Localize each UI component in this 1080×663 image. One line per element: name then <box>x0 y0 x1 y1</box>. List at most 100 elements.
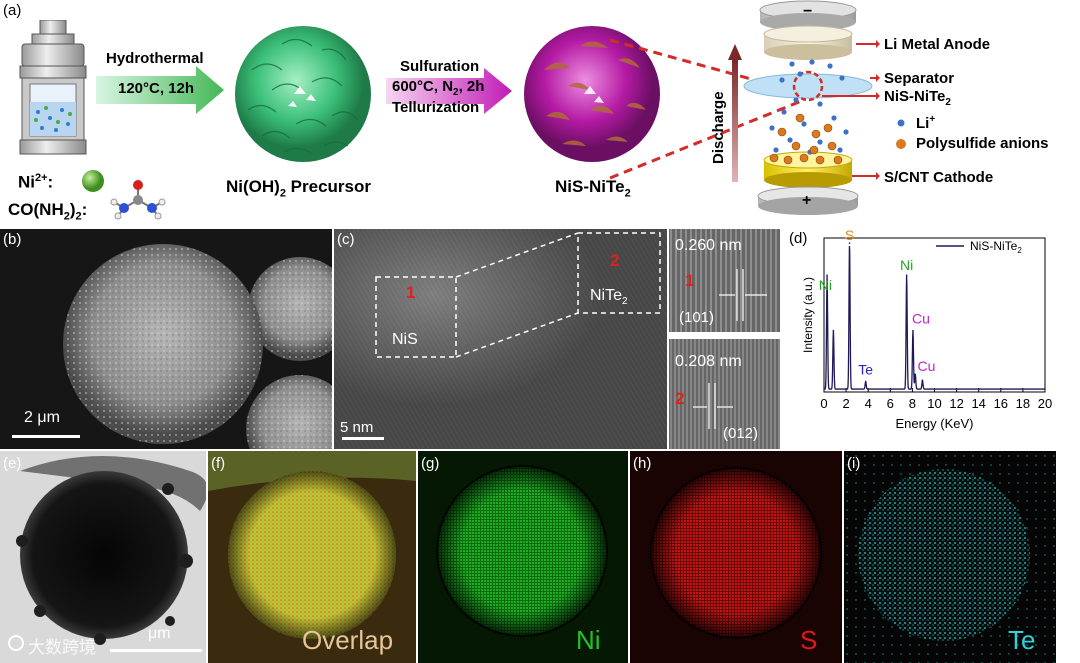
eds-peak-point <box>921 379 924 382</box>
panel-c-scale-bar <box>342 437 384 440</box>
polysulfide-dot <box>896 139 906 149</box>
panel-d-label: (d) <box>789 230 808 247</box>
inset1-plane: (101) <box>679 309 715 326</box>
watermark-text: 大数跨境 <box>28 638 96 657</box>
eds-peak-element-label: Te <box>858 362 873 378</box>
autoclave-illustration <box>19 20 87 155</box>
ni-ion-sphere <box>82 170 104 192</box>
eds-peak-element-label: Ni <box>900 257 913 273</box>
hrtem-box2-phase: NiTe2 <box>590 287 628 308</box>
ni-map-graphic <box>418 451 628 663</box>
te-map-graphic <box>844 451 1056 663</box>
panel-e-scale-bar <box>110 649 202 652</box>
li-ion-label: Li+ <box>916 114 936 132</box>
panel-e-scale-label: μm <box>148 625 171 642</box>
eds-x-axis-label: Energy (KeV) <box>895 416 973 431</box>
urea-molecule <box>110 180 166 220</box>
watermark-icon <box>8 635 24 651</box>
sulfuration-arrow <box>386 68 512 114</box>
tem-particle <box>0 451 206 663</box>
eds-x-tick-label: 10 <box>927 396 941 411</box>
eds-x-tick-label: 8 <box>909 396 916 411</box>
eds-peak-point <box>864 380 867 383</box>
eds-x-tick-label: 16 <box>994 396 1008 411</box>
product-label: NiS-NiTe2 <box>555 177 631 200</box>
hydrothermal-arrow <box>96 66 224 114</box>
precursor-label: Ni(OH)2 Precursor <box>226 177 371 200</box>
panel-h-label: (h) <box>633 455 652 472</box>
battery-stack-diagram <box>728 0 880 215</box>
zoom-dashed-lines <box>609 38 805 180</box>
panel-b-sem-image: (b) 2 μm <box>0 229 332 449</box>
panel-e-tem-image: (e) μm 大数跨境 <box>0 451 206 663</box>
panel-g-ni-map: (g) Ni <box>418 451 628 663</box>
sem-particles <box>63 244 332 449</box>
eds-peak-point <box>848 242 851 244</box>
nis-nite2-sphere <box>524 26 660 162</box>
hrtem-inset-2: 0.208 nm 2 (012) <box>669 339 780 449</box>
panel-i-element-label: Te <box>1008 625 1036 655</box>
panel-h-s-map: (h) S <box>630 451 842 663</box>
panel-g-element-label: Ni <box>576 625 601 655</box>
eds-peak-point <box>832 329 835 332</box>
li-ion-dot <box>897 119 905 127</box>
eds-series-line <box>824 245 1045 390</box>
anode-label: Li Metal Anode <box>884 36 991 53</box>
panel-h-element-label: S <box>800 625 818 655</box>
inset2-d-spacing: 0.208 nm <box>675 353 742 370</box>
panel-i-label: (i) <box>847 455 861 472</box>
step2-line2: 600°C, N2, 2h <box>392 78 485 98</box>
eds-peak-point <box>914 373 917 376</box>
panel-b-label: (b) <box>3 231 22 248</box>
inset2-lattice <box>669 339 780 449</box>
eds-peak-point <box>826 274 828 276</box>
eds-x-tick-label: 20 <box>1038 396 1052 411</box>
urea-label: CO(NH2)2: <box>8 200 88 223</box>
ni-ion-label: Ni2+: <box>18 172 54 192</box>
inset1-lattice <box>669 229 780 332</box>
panel-f-element-label: Overlap <box>302 625 394 655</box>
inset1-d-spacing: 0.260 nm <box>675 237 742 254</box>
panel-c-label: (c) <box>337 231 355 248</box>
inset1-number: 1 <box>685 271 695 290</box>
panel-a-label: (a) <box>3 2 22 19</box>
overlap-map-graphic <box>208 451 416 663</box>
s-map-graphic <box>630 451 842 663</box>
panel-c-scale-label: 5 nm <box>340 419 374 436</box>
step1-label-top: Hydrothermal <box>106 50 204 67</box>
step1-label-bottom: 120°C, 12h <box>118 80 195 97</box>
eds-x-tick-label: 14 <box>971 396 985 411</box>
eds-y-axis-label: Intensity (a.u.) <box>801 277 815 353</box>
hrtem-box1-number: 1 <box>406 283 416 302</box>
eds-peak-element-label: Ni <box>819 277 832 293</box>
eds-peak-element-label: Cu <box>918 358 936 374</box>
polysulfide-label: Polysulfide anions <box>916 135 1049 152</box>
eds-spectrum-svg: 0 2 4 6 8 10 12 14 16 18 20 Energy (KeV) Intensity (… <box>801 227 1052 431</box>
cathode-plus-sign: + <box>802 192 812 209</box>
eds-x-tick-label: 6 <box>887 396 894 411</box>
nioh2-precursor-sphere <box>235 26 371 162</box>
eds-x-tick-label: 18 <box>1016 396 1030 411</box>
eds-legend-label: NiS-NiTe2 <box>970 239 1022 255</box>
inset2-plane: (012) <box>723 425 759 442</box>
panel-f-label: (f) <box>211 455 226 472</box>
hrtem-box2-number: 2 <box>610 251 620 270</box>
inset2-number: 2 <box>675 389 685 408</box>
panel-g-label: (g) <box>421 455 440 472</box>
interlayer-label: NiS-NiTe2 <box>884 88 951 108</box>
anode-minus-sign: − <box>803 3 813 20</box>
eds-peak-point <box>912 329 914 332</box>
cathode-label: S/CNT Cathode <box>884 169 994 186</box>
eds-peak-element-label: S <box>845 227 854 243</box>
eds-peak-point <box>905 274 908 276</box>
step2-line3: Tellurization <box>392 99 480 116</box>
hrtem-inset-1: 0.260 nm 1 (101) <box>669 229 780 332</box>
eds-peak-element-label: Cu <box>912 311 930 327</box>
panel-f-overlap-map: (f) Overlap <box>208 451 416 663</box>
eds-x-tick-label: 2 <box>842 396 849 411</box>
hrtem-box1-phase: NiS <box>392 331 418 348</box>
panel-c-hrtem-image: (c) 1 NiS 2 NiTe2 5 nm <box>334 229 667 449</box>
panel-b-scale-bar <box>12 435 80 438</box>
eds-x-tick-label: 4 <box>865 396 872 411</box>
separator-label: Separator <box>884 70 955 87</box>
